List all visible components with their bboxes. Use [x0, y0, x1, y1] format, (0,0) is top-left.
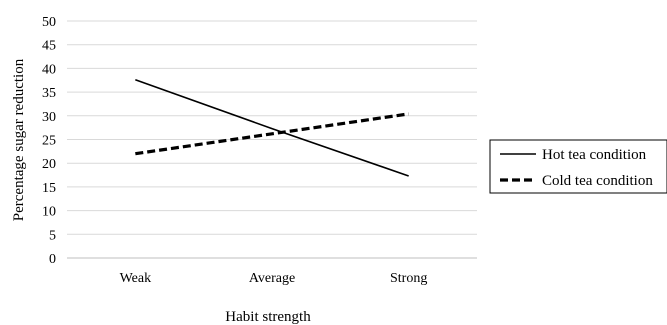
- x-tick-label: Weak: [120, 271, 152, 286]
- y-tick-label: 20: [42, 157, 56, 172]
- series-line-hot-tea: [135, 79, 409, 177]
- y-tick-label: 50: [42, 15, 56, 30]
- y-tick-labels: 0 5 10 15 20 25 30 35 40 45 50: [42, 15, 56, 267]
- series-lines: [135, 79, 409, 177]
- legend: Hot tea condition Cold tea condition: [489, 139, 667, 194]
- y-tick-label: 5: [49, 228, 56, 243]
- x-tick-label: Average: [249, 271, 295, 286]
- y-tick-label: 45: [42, 39, 56, 54]
- y-tick-label: 30: [42, 110, 56, 125]
- legend-label-hot-tea: Hot tea condition: [542, 147, 647, 163]
- x-tick-labels: Weak Average Strong: [120, 271, 428, 286]
- x-axis-title: Habit strength: [225, 309, 311, 325]
- y-tick-label: 40: [42, 62, 56, 77]
- legend-label-cold-tea: Cold tea condition: [542, 173, 653, 189]
- y-axis-title: Percentage sugar reduction: [11, 58, 27, 221]
- series-line-cold-tea: [135, 112, 409, 156]
- y-tick-label: 25: [42, 134, 56, 149]
- y-tick-label: 15: [42, 181, 56, 196]
- gridlines: [67, 20, 477, 259]
- x-tick-label: Strong: [390, 271, 427, 286]
- y-tick-label: 0: [49, 252, 56, 267]
- legend-box: [489, 139, 667, 194]
- y-tick-label: 10: [42, 205, 56, 220]
- y-tick-label: 35: [42, 86, 56, 101]
